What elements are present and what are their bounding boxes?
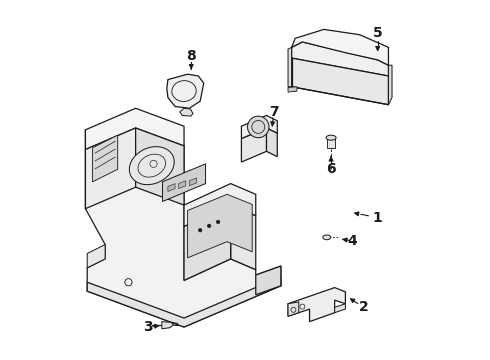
Polygon shape	[87, 277, 281, 327]
Polygon shape	[85, 128, 281, 327]
Polygon shape	[288, 288, 345, 321]
Polygon shape	[231, 205, 256, 270]
Polygon shape	[184, 205, 231, 280]
Ellipse shape	[129, 147, 174, 185]
Polygon shape	[184, 184, 256, 226]
Polygon shape	[167, 74, 204, 108]
Polygon shape	[85, 128, 136, 209]
Polygon shape	[179, 181, 186, 189]
Circle shape	[216, 220, 220, 224]
Circle shape	[207, 224, 211, 228]
Polygon shape	[85, 108, 184, 149]
Polygon shape	[389, 65, 392, 105]
Polygon shape	[335, 304, 345, 313]
Text: 6: 6	[326, 162, 336, 176]
Text: 5: 5	[373, 26, 383, 40]
Polygon shape	[256, 266, 281, 295]
Polygon shape	[242, 128, 267, 162]
Polygon shape	[136, 128, 184, 205]
Text: 7: 7	[269, 105, 278, 119]
Polygon shape	[292, 30, 389, 65]
Polygon shape	[188, 194, 252, 258]
Circle shape	[198, 228, 202, 232]
Polygon shape	[288, 302, 299, 316]
Polygon shape	[292, 42, 389, 76]
Polygon shape	[288, 47, 292, 87]
Polygon shape	[267, 128, 277, 157]
Text: 3: 3	[144, 320, 153, 334]
Text: 8: 8	[186, 49, 196, 63]
Polygon shape	[93, 135, 118, 182]
Polygon shape	[163, 164, 205, 202]
Text: 2: 2	[359, 300, 368, 314]
Polygon shape	[168, 184, 175, 192]
Circle shape	[247, 116, 269, 138]
Polygon shape	[87, 244, 105, 268]
Text: 4: 4	[348, 234, 358, 248]
Polygon shape	[327, 139, 335, 148]
Text: 1: 1	[373, 211, 383, 225]
Polygon shape	[292, 58, 389, 105]
Polygon shape	[190, 178, 196, 186]
Polygon shape	[180, 108, 193, 116]
Ellipse shape	[326, 135, 336, 140]
Polygon shape	[242, 116, 277, 139]
Ellipse shape	[323, 235, 331, 240]
Polygon shape	[288, 87, 297, 92]
Polygon shape	[162, 321, 173, 329]
